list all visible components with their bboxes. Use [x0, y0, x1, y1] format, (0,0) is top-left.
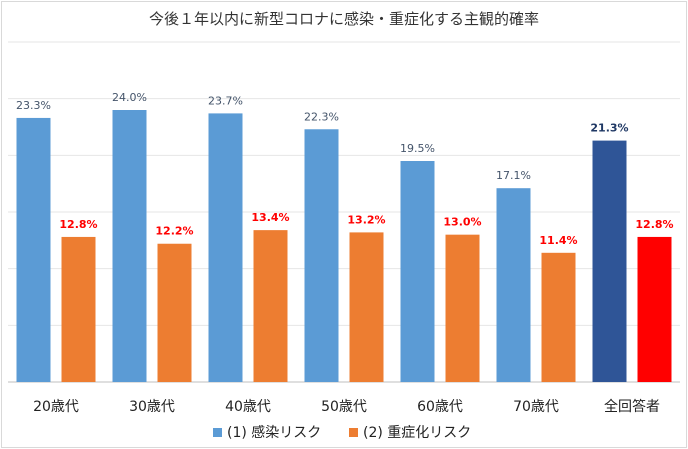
- x-tick-label-5: 60歳代: [417, 399, 463, 415]
- legend: (1) 感染リスク (2) 重症化リスク: [213, 424, 471, 441]
- bar-s2-1: [61, 236, 96, 382]
- bar-s1-6: [496, 188, 531, 382]
- data-label-s2-4: 13.2%: [347, 213, 385, 226]
- bar-s1-7: [592, 140, 627, 382]
- data-label-s1-5: 19.5%: [400, 142, 435, 155]
- bar-s1-4: [304, 129, 339, 382]
- legend-label-1: (1) 感染リスク: [227, 424, 321, 441]
- data-label-s1-1: 23.3%: [16, 99, 51, 112]
- data-label-s2-7: 12.8%: [635, 218, 673, 231]
- bar-s2-5: [445, 234, 480, 382]
- data-label-s1-4: 22.3%: [304, 110, 339, 123]
- data-label-s1-7: 21.3%: [590, 122, 628, 135]
- x-tick-label-1: 20歳代: [33, 399, 79, 415]
- bar-s2-7: [637, 236, 672, 382]
- data-labels: 23.3% 12.8% 24.0% 12.2% 23.7% 13.4% 22.3% 13.2%…: [16, 91, 674, 247]
- bar-s2-4: [349, 232, 384, 382]
- bar-s2-3: [253, 230, 288, 382]
- bar-s1-3: [208, 113, 243, 383]
- bar-s1-1: [16, 117, 51, 382]
- data-label-s2-5: 13.0%: [443, 216, 481, 229]
- bar-s1-5: [400, 161, 435, 382]
- x-tick-label-7: 全回答者: [604, 398, 660, 415]
- bar-s2-6: [541, 252, 576, 382]
- data-label-s1-6: 17.1%: [496, 169, 531, 182]
- x-tick-label-4: 50歳代: [321, 399, 367, 415]
- bar-s1-2: [112, 110, 147, 382]
- bars: [16, 110, 672, 383]
- data-label-s2-6: 11.4%: [539, 234, 577, 247]
- data-label-s2-3: 13.4%: [251, 211, 289, 224]
- legend-swatch-2: [349, 428, 358, 437]
- data-label-s1-3: 23.7%: [208, 94, 243, 107]
- chart-title: 今後１年以内に新型コロナに感染・重症化する主観的確率: [149, 10, 539, 28]
- x-axis-ticks: 20歳代 30歳代 40歳代 50歳代 60歳代 70歳代 全回答者: [33, 398, 660, 415]
- gridlines: [8, 41, 680, 383]
- data-label-s1-2: 24.0%: [112, 91, 147, 104]
- x-tick-label-6: 70歳代: [513, 399, 559, 415]
- x-tick-label-2: 30歳代: [129, 399, 175, 415]
- bar-s2-2: [157, 243, 192, 382]
- data-label-s2-2: 12.2%: [155, 225, 193, 238]
- legend-label-2: (2) 重症化リスク: [363, 425, 471, 441]
- data-label-s2-1: 12.8%: [59, 218, 97, 231]
- legend-swatch-1: [213, 428, 222, 437]
- x-tick-label-3: 40歳代: [225, 399, 271, 415]
